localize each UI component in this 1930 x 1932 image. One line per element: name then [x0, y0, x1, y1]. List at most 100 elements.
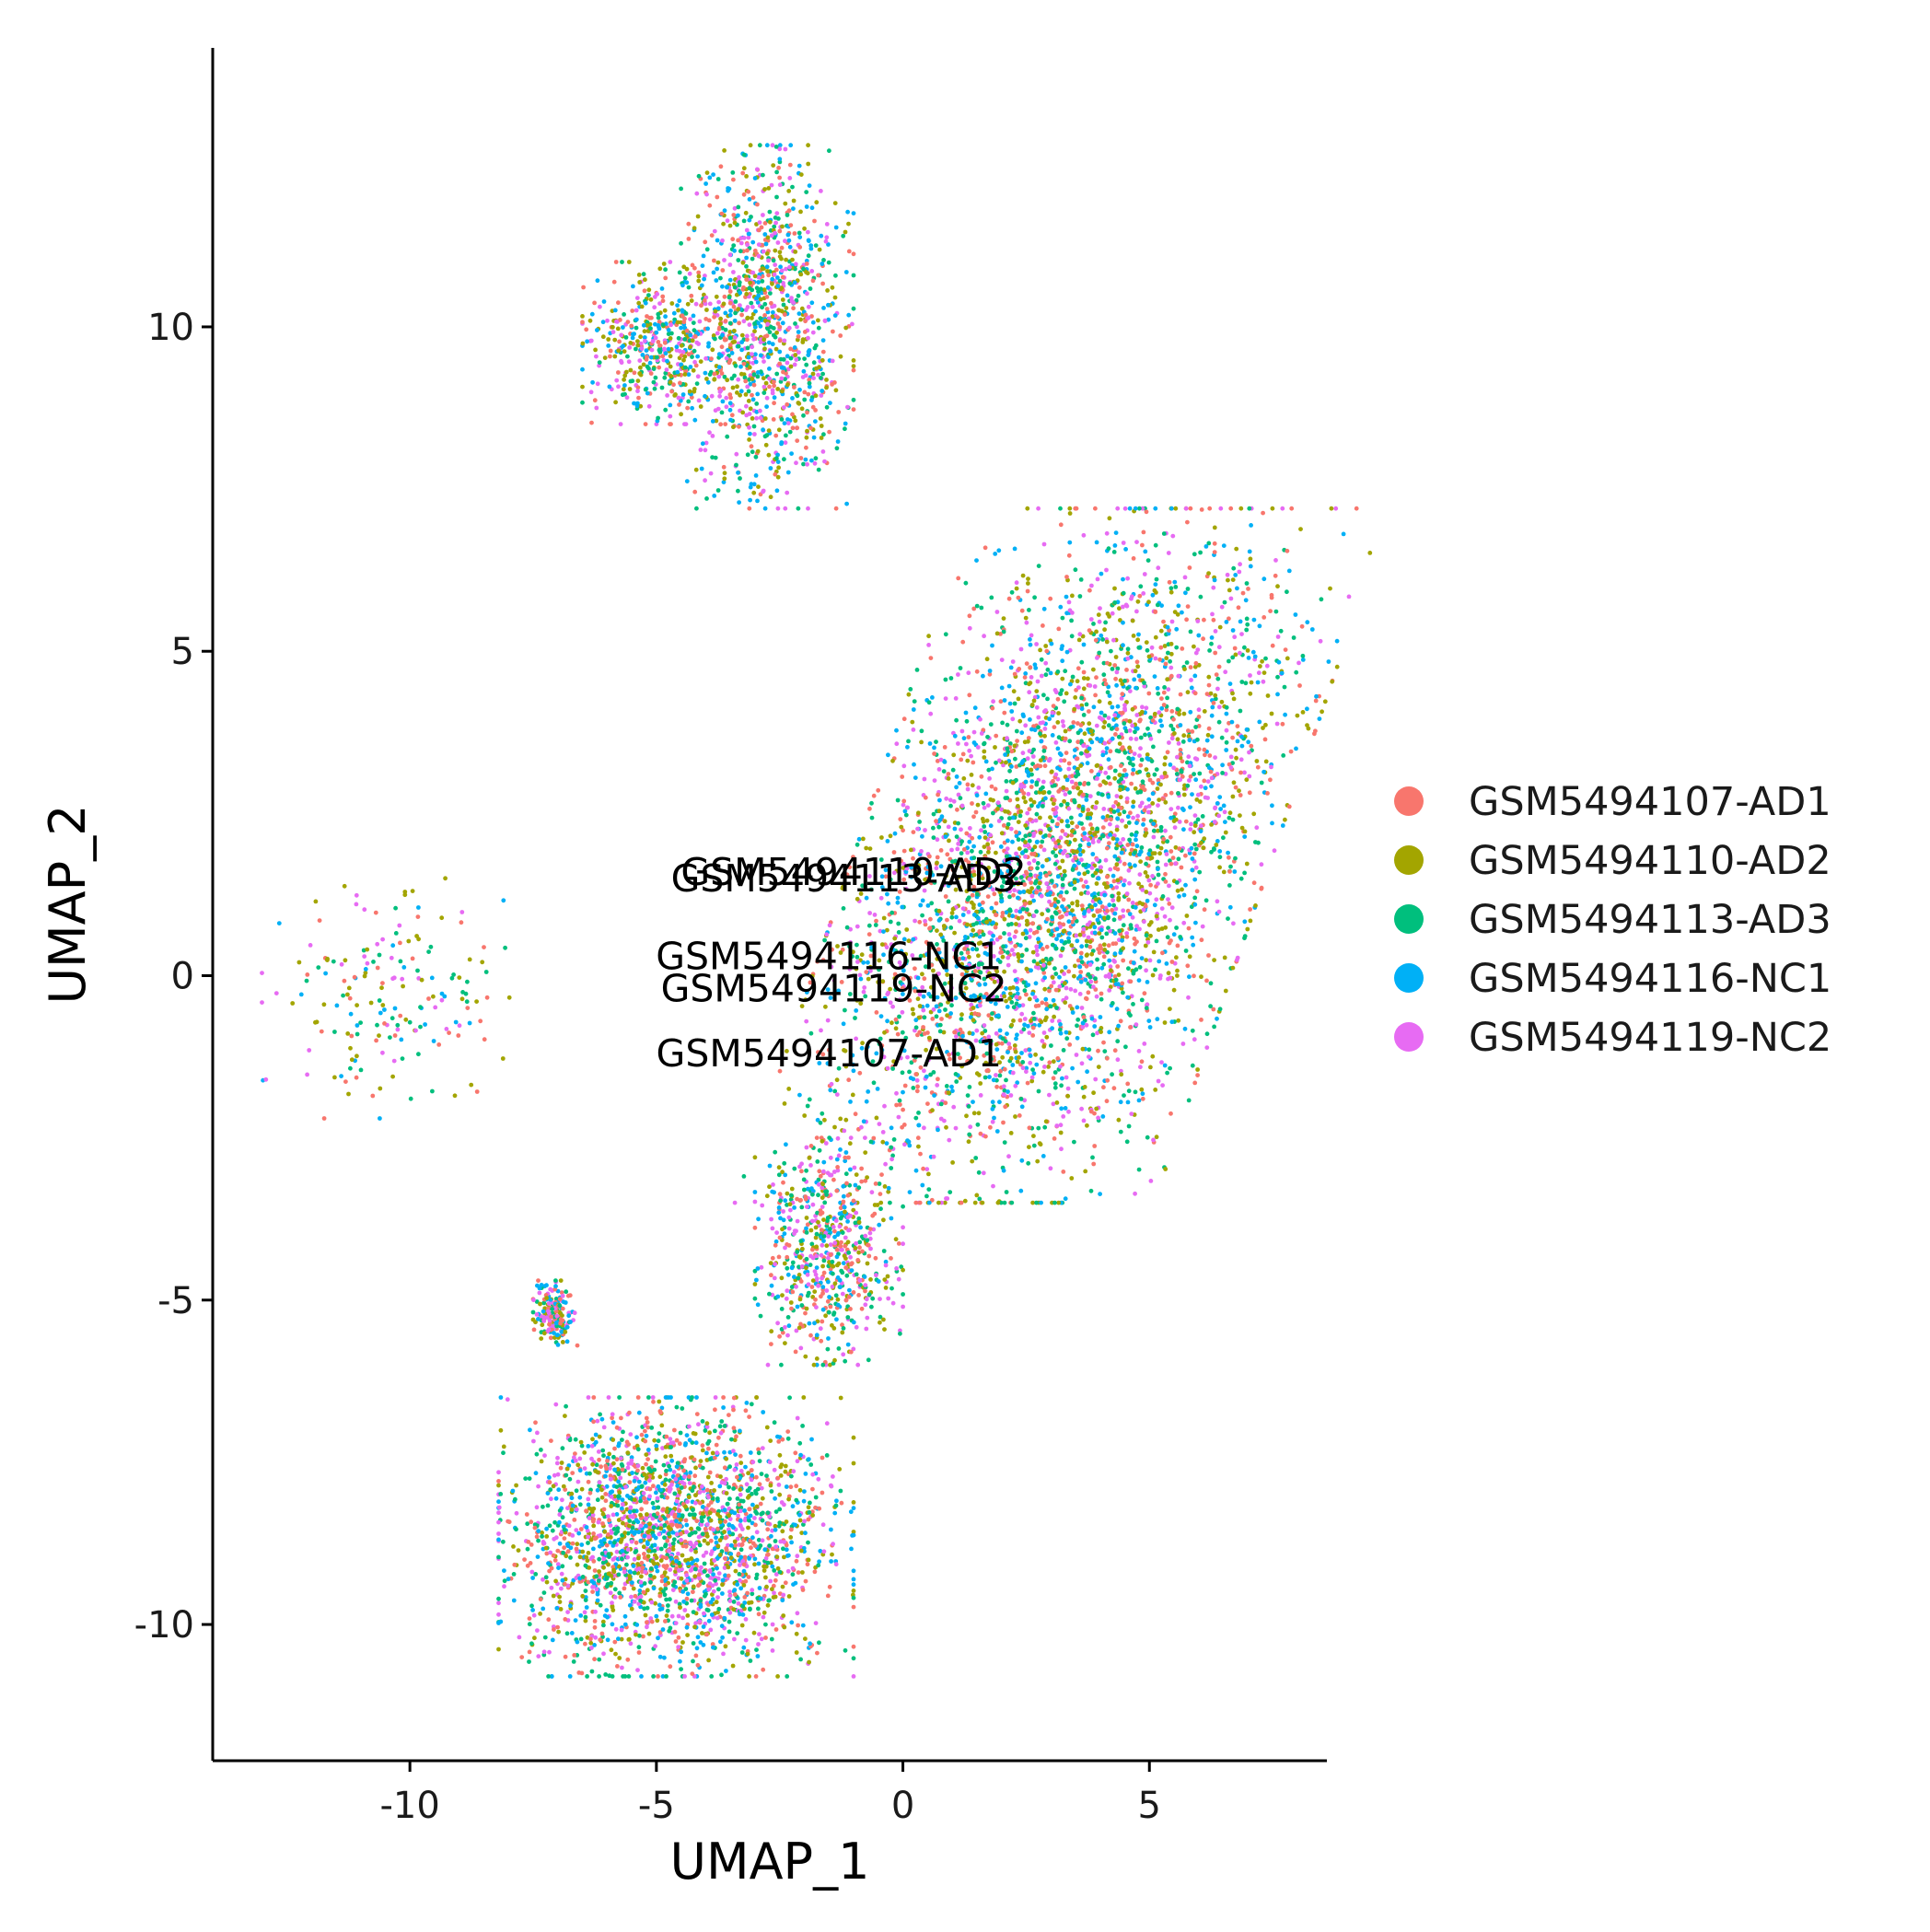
data-point [1140, 1096, 1145, 1101]
data-point [1110, 1072, 1114, 1077]
data-point [680, 349, 686, 355]
data-point [714, 294, 719, 299]
data-point [820, 389, 825, 393]
data-point [750, 270, 756, 275]
data-point [1134, 726, 1140, 731]
data-point [727, 335, 733, 341]
data-point [1027, 807, 1032, 812]
data-point [1181, 827, 1186, 832]
data-point [956, 841, 961, 846]
data-point [936, 824, 942, 830]
data-point [747, 231, 751, 237]
data-point [722, 471, 727, 476]
data-point [793, 353, 798, 357]
data-point [1137, 593, 1143, 599]
data-point [826, 260, 831, 265]
data-point [1221, 869, 1227, 875]
data-point [846, 249, 852, 254]
data-point [796, 401, 801, 405]
data-point [1040, 1000, 1045, 1006]
data-point [944, 1084, 949, 1088]
data-point [1195, 792, 1201, 797]
data-point [589, 311, 595, 317]
data-point [1244, 581, 1250, 586]
data-point [692, 348, 697, 354]
data-point [1143, 870, 1148, 875]
data-point [671, 310, 677, 316]
data-point [750, 239, 756, 245]
data-point [830, 358, 835, 364]
data-point [871, 1080, 877, 1086]
data-point [684, 266, 690, 272]
data-point [1085, 1123, 1089, 1128]
data-point [1028, 637, 1032, 642]
data-point [1123, 824, 1129, 829]
data-point [1114, 827, 1120, 832]
data-point [774, 194, 779, 200]
data-point [709, 393, 715, 399]
data-point [1223, 830, 1228, 835]
data-point [1113, 530, 1119, 535]
data-point [867, 806, 872, 811]
data-point [747, 425, 751, 430]
data-point [1208, 769, 1214, 774]
data-point [727, 330, 733, 334]
data-point [1114, 794, 1120, 798]
data-point [1104, 639, 1110, 645]
data-point [739, 340, 745, 344]
data-point [788, 346, 793, 352]
data-point [754, 296, 759, 301]
data-point [1178, 723, 1183, 727]
data-point [1238, 650, 1242, 656]
data-point [878, 1192, 883, 1196]
data-point [738, 392, 742, 398]
data-point [653, 335, 658, 341]
data-point [762, 221, 768, 226]
data-point [1121, 990, 1125, 995]
data-point [1075, 1035, 1080, 1041]
data-point [752, 355, 757, 361]
data-point [671, 382, 676, 388]
data-point [1246, 587, 1250, 591]
data-point [1130, 618, 1135, 623]
data-point [1148, 736, 1154, 741]
data-point [1063, 1000, 1068, 1005]
data-point [958, 796, 963, 801]
data-point [592, 300, 597, 306]
data-point [733, 310, 738, 316]
data-point [722, 476, 727, 482]
data-point [806, 335, 810, 341]
data-point [669, 389, 674, 394]
data-point [1167, 883, 1171, 889]
data-point [1082, 871, 1087, 877]
data-point [994, 610, 1000, 614]
data-point [874, 1115, 879, 1121]
data-point [689, 293, 694, 298]
data-point [1074, 781, 1078, 786]
data-point [1275, 674, 1280, 680]
data-point [1152, 902, 1157, 908]
data-point [1248, 673, 1252, 678]
data-point [949, 914, 955, 920]
data-point [613, 260, 619, 264]
data-point [1047, 716, 1052, 722]
data-point [993, 552, 998, 556]
data-point [1084, 797, 1089, 802]
data-point [913, 1200, 919, 1205]
data-point [1197, 869, 1203, 875]
data-point [1188, 629, 1193, 634]
data-point [806, 229, 810, 235]
data-point [1134, 844, 1140, 849]
data-point [909, 1060, 914, 1065]
data-point [1010, 948, 1015, 953]
data-point [1240, 590, 1246, 596]
data-point [655, 292, 660, 297]
data-point [1109, 648, 1113, 654]
data-point [1027, 690, 1032, 695]
data-point [1082, 1085, 1087, 1089]
data-point [676, 335, 681, 341]
data-point [900, 1030, 905, 1035]
data-point [737, 280, 742, 285]
data-point [747, 437, 751, 442]
data-point [982, 824, 987, 829]
